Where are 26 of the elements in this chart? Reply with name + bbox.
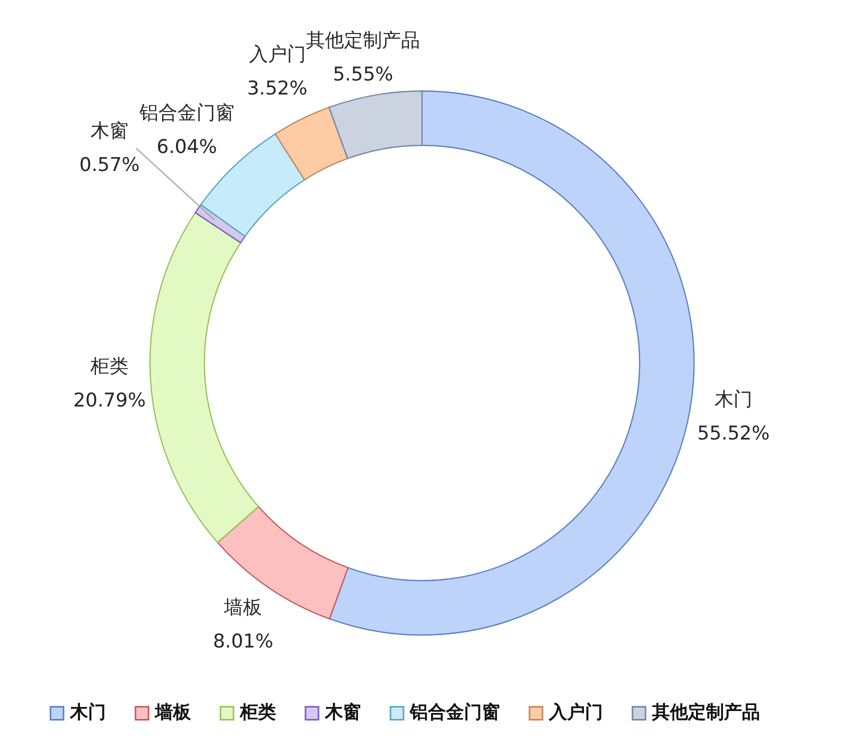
donut-slice	[328, 90, 423, 160]
slice-label: 铝合金门窗	[138, 102, 234, 124]
data-label: 55.52%	[697, 422, 770, 444]
legend-label: 铝合金门窗	[409, 702, 500, 724]
data-label: 3.52%	[247, 77, 308, 100]
legend-label: 木门	[69, 702, 106, 724]
donut-slice	[217, 506, 349, 620]
legend-label: 木窗	[324, 702, 361, 724]
slice-label: 木窗	[90, 120, 129, 142]
donut-slice	[328, 90, 695, 636]
slice-label: 木门	[714, 388, 752, 410]
legend-label: 其他定制产品	[651, 702, 760, 724]
slice-label: 其他定制产品	[306, 29, 420, 52]
slice-label: 柜类	[90, 356, 129, 378]
data-label: 5.55%	[332, 63, 394, 86]
slice-label: 入户门	[248, 43, 306, 66]
data-label: 0.57%	[79, 154, 140, 176]
donut-slice	[149, 212, 260, 544]
slice-label: 墙板	[223, 596, 262, 618]
data-label: 8.01%	[212, 630, 274, 652]
data-label: 6.04%	[156, 136, 218, 158]
data-label: 20.79%	[73, 390, 146, 412]
legend-label: 柜类	[239, 702, 276, 724]
donut-slice	[274, 106, 348, 180]
legend-label: 入户门	[548, 702, 603, 724]
legend-label: 墙板	[154, 702, 192, 724]
